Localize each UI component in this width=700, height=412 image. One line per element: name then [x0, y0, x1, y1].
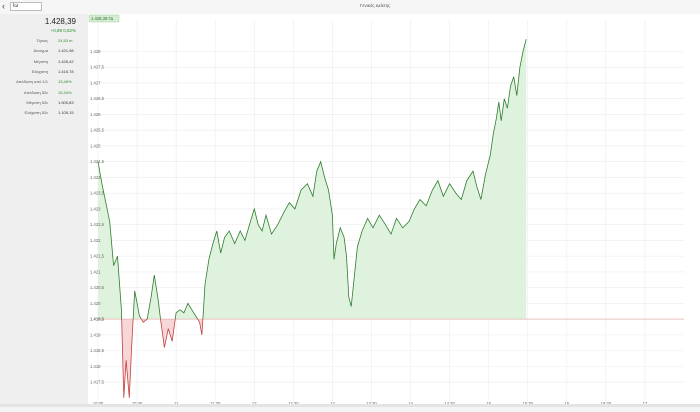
stat-value: 13,46% — [58, 79, 72, 85]
stat-label: Ελάχιστη 52ε — [24, 110, 48, 116]
chevron-left-icon[interactable]: ‹ — [2, 1, 5, 11]
stat-label: Απόδοση από 1/1 — [16, 79, 48, 85]
y-tick-label: 1.418,5 — [90, 348, 105, 353]
price-change: +0,89 0,62% — [50, 28, 76, 33]
x-tick-label: 10:30 — [132, 401, 143, 406]
x-tick-label: 14 — [408, 401, 413, 406]
stat-label: Όγκος — [36, 38, 48, 43]
stat-row: Μέγιστη 52ε 1.505,83 — [0, 100, 88, 108]
search-input[interactable] — [10, 2, 42, 11]
y-tick-label: 1.421 — [90, 269, 101, 274]
y-tick-label: 1.425 — [90, 143, 101, 148]
stat-label: Απόδοση 52ε — [23, 89, 48, 95]
x-tick-label: 16:30 — [601, 401, 612, 406]
y-tick-label: 1.420 — [90, 301, 101, 306]
y-tick-label: 1.418 — [90, 364, 101, 369]
stat-label: Άνοιγμα — [33, 48, 48, 54]
quote-panel: 1.428,39 +0,89 0,62% Όγκος 24,53 m Άνοιγμα… — [0, 14, 88, 404]
stat-value: 24,53 m — [58, 38, 73, 43]
x-tick-label: 15 — [486, 401, 491, 406]
stat-row: Ελάχιστη 1.416,78 — [0, 69, 88, 77]
y-tick-label: 1.424 — [90, 175, 101, 180]
y-tick-label: 1.421,5 — [90, 254, 105, 259]
stat-label: Ελάχιστη — [31, 68, 48, 74]
stat-value: 1.416,78 — [58, 68, 74, 74]
stat-row: Μέγιστη 1.428,42 — [0, 59, 88, 67]
y-tick-label: 1.419,5 — [90, 317, 105, 322]
current-value-label: 1.428,39 ΓΔ — [91, 16, 113, 21]
y-tick-label: 1.424,5 — [90, 159, 105, 164]
area-fill-below — [121, 319, 203, 398]
x-tick-label: 16 — [564, 401, 569, 406]
stat-label: Μέγιστη — [33, 58, 48, 64]
current-value-tag — [88, 14, 120, 23]
x-tick-label: 10:00 — [93, 401, 104, 406]
x-tick-label: 14:30 — [444, 401, 455, 406]
stat-row: Απόδοση από 1/1 13,46% — [0, 79, 88, 87]
last-price: 1.428,39 — [44, 17, 76, 26]
y-tick-label: 1.427 — [90, 80, 101, 85]
x-tick-label: 12 — [252, 401, 257, 406]
chart-title: Γενικός Δείκτης — [360, 3, 391, 8]
stat-value: 1.105,15 — [58, 110, 74, 116]
x-tick-label: 13:30 — [366, 401, 377, 406]
y-tick-label: 1.423,5 — [90, 191, 105, 196]
y-tick-label: 1.419 — [90, 332, 101, 337]
y-tick-label: 1.423 — [90, 206, 101, 211]
chart-svg: 1.417,5 1.418 1.418,5 1.419 1.419,5 1.420 1.42… — [88, 14, 684, 406]
y-tick-label: 1.426 — [90, 112, 101, 117]
stat-value: 1.428,42 — [58, 58, 74, 64]
y-tick-label: 1.422 — [90, 238, 101, 243]
y-tick-label: 1.417,5 — [90, 380, 105, 385]
y-tick-label: 1.422,5 — [90, 222, 105, 227]
price-line-above — [97, 39, 527, 320]
stat-row: Ελάχιστη 52ε 1.105,15 — [0, 110, 88, 118]
y-tick-label: 1.427,5 — [90, 65, 105, 70]
y-tick-label: 1.426,5 — [90, 96, 105, 101]
x-tick-label: 11 — [174, 401, 179, 406]
stat-row: Όγκος 24,53 m — [0, 38, 88, 46]
price-chart[interactable]: 1.417,5 1.418 1.418,5 1.419 1.419,5 1.420 1.42… — [88, 14, 700, 407]
stat-value: 1.421,98 — [58, 48, 74, 54]
x-tick-label: 15:30 — [522, 401, 533, 406]
x-tick-label: 11:30 — [210, 401, 221, 406]
x-tick-label: 12:30 — [288, 401, 299, 406]
y-tick-label: 1.420,5 — [90, 285, 105, 290]
bottom-edge — [0, 404, 700, 407]
x-tick-label: 13 — [330, 401, 335, 406]
area-fill-above — [98, 39, 527, 320]
stat-row: Απόδοση 52ε 15,34% — [0, 90, 88, 98]
x-tick-label: 17 — [643, 401, 648, 406]
stat-value: 1.505,83 — [58, 99, 74, 105]
stat-value: 15,34% — [58, 89, 72, 95]
y-tick-label: 1.428 — [90, 49, 101, 54]
baseline-label: 1.419,5 — [90, 317, 105, 322]
top-bar: ‹ Γενικός Δείκτης — [0, 0, 700, 15]
stat-row: Άνοιγμα 1.421,98 — [0, 48, 88, 56]
stat-label: Μέγιστη 52ε — [26, 99, 48, 105]
y-tick-label: 1.425,5 — [90, 128, 105, 133]
